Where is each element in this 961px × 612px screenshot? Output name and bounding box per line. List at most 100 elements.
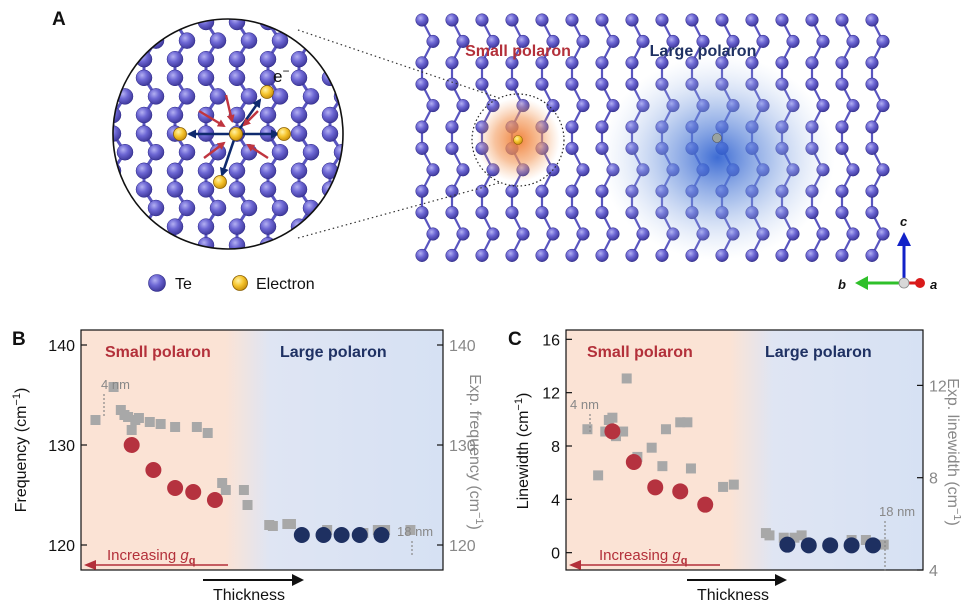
te-atom — [475, 206, 489, 220]
te-atom — [113, 181, 122, 198]
te-atom — [726, 34, 740, 48]
axis-c-label: c — [900, 214, 908, 229]
te-atom — [606, 34, 620, 48]
zoom-circle-border — [112, 18, 344, 250]
small-polaron-point — [625, 454, 642, 470]
panel-c-left-axis-label: Linewidth (cm−1) — [513, 393, 532, 510]
te-atom — [745, 13, 759, 27]
axis-b-label: b — [838, 277, 846, 292]
te-atom — [565, 56, 579, 70]
te-atom — [835, 184, 849, 198]
te-atom — [876, 34, 890, 48]
te-atom — [775, 13, 789, 27]
te-atom — [756, 34, 770, 48]
zoom-connector-bottom — [297, 182, 500, 239]
large-polaron-point — [351, 527, 368, 543]
te-atom — [835, 56, 849, 70]
te-atom — [475, 77, 489, 91]
left-axis-tick-label: 8 — [551, 439, 560, 456]
right-axis-tick-label: 4 — [929, 563, 938, 580]
panel-c-gq-arrow: Increasing gq — [569, 547, 720, 570]
experiment-point — [593, 470, 604, 481]
legend-te-marker — [148, 274, 166, 292]
te-atom — [565, 248, 579, 262]
te-atom — [426, 227, 440, 241]
te-atom — [259, 181, 277, 198]
experiment-point — [123, 412, 134, 422]
panel-b-ticks: 120 130 140 120 130 140 — [48, 338, 476, 555]
te-atom — [415, 13, 429, 27]
te-atom — [666, 34, 680, 48]
large-polaron-electron — [712, 133, 722, 143]
experiment-point — [155, 419, 166, 429]
large-polaron-point — [315, 527, 332, 543]
te-bond — [113, 187, 127, 210]
te-atom — [321, 218, 339, 235]
te-atom — [876, 99, 890, 113]
experiment-point — [764, 530, 775, 541]
panel-c-frame — [565, 329, 924, 571]
te-atom — [535, 206, 549, 220]
left-axis-tick-label: 120 — [48, 538, 75, 555]
te-atom — [166, 19, 184, 31]
te-atom — [178, 32, 196, 49]
left-axis-tick-label: 12 — [542, 386, 560, 403]
te-atom — [290, 125, 308, 142]
te-atom — [816, 34, 830, 48]
axis-a-dot — [915, 278, 925, 288]
te-atom — [113, 50, 122, 68]
experiment-point — [878, 539, 889, 550]
axis-c-arrowhead — [897, 232, 911, 246]
small-polaron-point — [145, 462, 162, 478]
te-atom — [865, 77, 879, 91]
panel-c-label: C — [508, 329, 522, 350]
panel-b-thickness-arrowhead — [292, 574, 304, 586]
te-atom — [197, 218, 215, 235]
te-atom — [456, 163, 470, 177]
te-atom — [259, 50, 277, 68]
left-axis-tick-label: 4 — [551, 492, 560, 509]
experiment-point — [144, 417, 155, 427]
te-atom — [445, 206, 459, 220]
panel-c-thick-label: 18 nm — [879, 504, 915, 519]
te-atom — [865, 141, 879, 155]
te-atom — [290, 218, 308, 235]
right-axis-tick-label: 120 — [449, 538, 476, 555]
te-atom — [445, 13, 459, 27]
axis-a-label: a — [930, 277, 937, 292]
small-polaron-point — [672, 483, 689, 500]
te-atom — [846, 99, 860, 113]
te-atom — [565, 141, 579, 155]
te-atom — [445, 184, 459, 198]
te-atom — [565, 77, 579, 91]
te-atom — [565, 120, 579, 134]
experiment-point — [285, 519, 296, 529]
te-atom — [113, 69, 122, 87]
te-atom — [846, 34, 860, 48]
te-atom — [486, 227, 500, 241]
te-atom — [302, 143, 320, 161]
panel-b-x-label: Thickness — [213, 587, 285, 604]
te-atom — [685, 13, 699, 27]
te-bond — [297, 20, 313, 43]
te-atom — [846, 227, 860, 241]
panel-c-plot-area — [566, 330, 923, 570]
te-atom — [209, 88, 227, 105]
te-atom — [456, 34, 470, 48]
panel-b-thick-label: 18 nm — [397, 524, 433, 539]
experiment-point — [728, 479, 739, 490]
te-atom — [135, 236, 153, 249]
te-atom — [135, 181, 153, 198]
te-atom — [166, 50, 184, 68]
te-atom — [321, 125, 339, 142]
large-polaron-point — [333, 527, 350, 543]
experiment-point — [646, 442, 657, 453]
te-atom — [505, 56, 519, 70]
te-atom — [147, 88, 165, 105]
te-atom — [240, 88, 258, 105]
te-atom — [426, 163, 440, 177]
panel-b-small-polaron-label: Small polaron — [105, 344, 211, 361]
experiment-point — [618, 426, 629, 437]
te-atom — [576, 34, 590, 48]
